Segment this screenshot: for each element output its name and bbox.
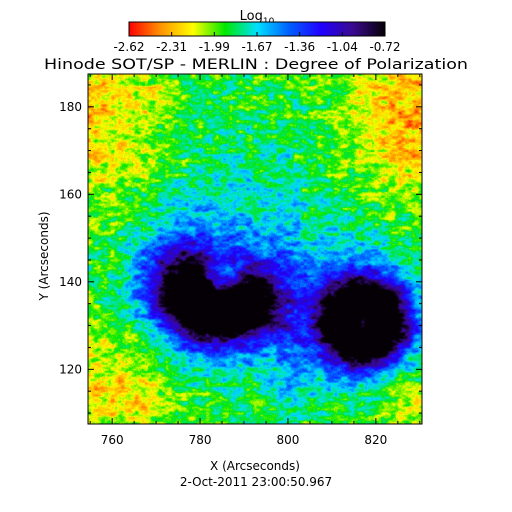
y-tick-label: 160 xyxy=(59,187,82,201)
colorbar-tick-label: -1.36 xyxy=(284,40,315,54)
y-axis-ticks: 120 140 160 180 xyxy=(59,84,422,414)
colorbar-tick-label: -1.04 xyxy=(327,40,358,54)
x-tick-label: 820 xyxy=(364,433,387,447)
y-tick-label: 120 xyxy=(59,362,82,376)
colorbar-tick-label: -1.67 xyxy=(241,40,272,54)
colorbar-ticks xyxy=(171,32,343,36)
x-axis-ticks: 760 780 800 820 xyxy=(89,74,421,447)
y-axis-label: Y (Arcseconds) xyxy=(37,211,51,301)
y-tick-label: 140 xyxy=(59,275,82,289)
x-tick-label: 780 xyxy=(189,433,212,447)
x-axis-label: X (Arcseconds) xyxy=(210,459,300,473)
heatmap-canvas xyxy=(88,74,422,424)
colorbar-tick-label: -2.62 xyxy=(113,40,144,54)
plot-frame xyxy=(87,73,423,425)
heatmap-plot-area xyxy=(88,74,422,424)
colorbar-tick-label: -0.72 xyxy=(369,40,400,54)
observation-timestamp: 2-Oct-2011 23:00:50.967 xyxy=(180,475,332,489)
y-tick-label: 180 xyxy=(59,100,82,114)
colorbar-tick-label: -1.99 xyxy=(199,40,230,54)
x-tick-label: 800 xyxy=(277,433,300,447)
colorbar-tick-label: -2.31 xyxy=(156,40,187,54)
colorbar-tick-labels: -2.62 -2.31 -1.99 -1.67 -1.36 -1.04 -0.72 xyxy=(113,40,400,54)
chart-title: Hinode SOT/SP - MERLIN : Degree of Polar… xyxy=(44,57,468,73)
x-tick-label: 760 xyxy=(101,433,124,447)
